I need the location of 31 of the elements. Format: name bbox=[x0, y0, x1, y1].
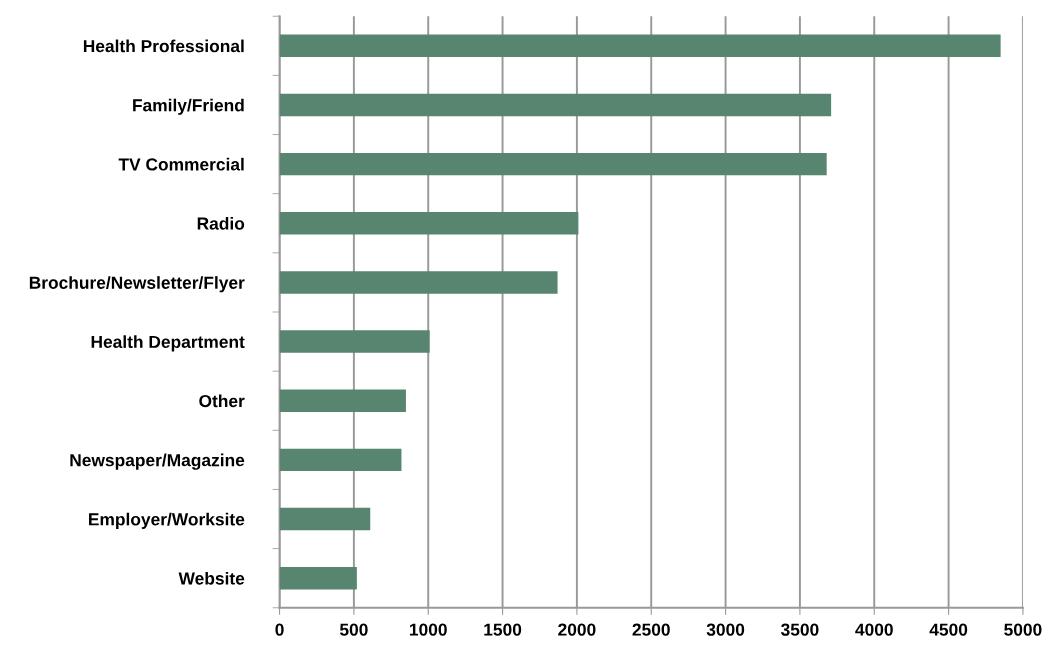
bar bbox=[279, 212, 579, 235]
bar bbox=[279, 566, 357, 590]
y-tick-label: Family/Friend bbox=[133, 98, 244, 115]
y-tick-label: Brochure/Newsletter/Flyer bbox=[29, 276, 245, 293]
x-tick-label: 3500 bbox=[781, 623, 819, 636]
bar bbox=[279, 152, 827, 176]
y-tick-label: TV Commercial bbox=[118, 157, 244, 171]
x-tick-label: 5000 bbox=[1004, 623, 1042, 636]
y-tick-label: Employer/Worksite bbox=[89, 512, 245, 529]
y-tick-label: Health Professional bbox=[83, 39, 244, 53]
bar bbox=[279, 330, 430, 353]
y-tick-label: Radio bbox=[197, 216, 245, 230]
x-tick-label: 2000 bbox=[558, 623, 596, 636]
x-tick-label: 500 bbox=[339, 623, 368, 636]
y-tick-label: Website bbox=[178, 571, 245, 585]
x-tick-label: 4000 bbox=[855, 623, 893, 636]
y-tick-label: Newspaper/Magazine bbox=[70, 453, 245, 470]
x-tick-label: 0 bbox=[275, 623, 284, 636]
y-tick-label: Health Department bbox=[91, 335, 245, 352]
y-tick-label: Other bbox=[199, 394, 245, 408]
bar bbox=[279, 389, 406, 412]
bar bbox=[279, 448, 402, 472]
x-tick-label: 4500 bbox=[929, 623, 968, 636]
bar bbox=[279, 271, 558, 294]
x-tick-label: 1500 bbox=[484, 623, 522, 636]
bar bbox=[279, 93, 832, 117]
x-tick-label: 1000 bbox=[410, 623, 447, 636]
bar bbox=[279, 507, 371, 531]
bar bbox=[279, 34, 1001, 58]
x-tick-label: 3000 bbox=[706, 623, 745, 636]
x-tick-label: 2500 bbox=[632, 623, 670, 636]
